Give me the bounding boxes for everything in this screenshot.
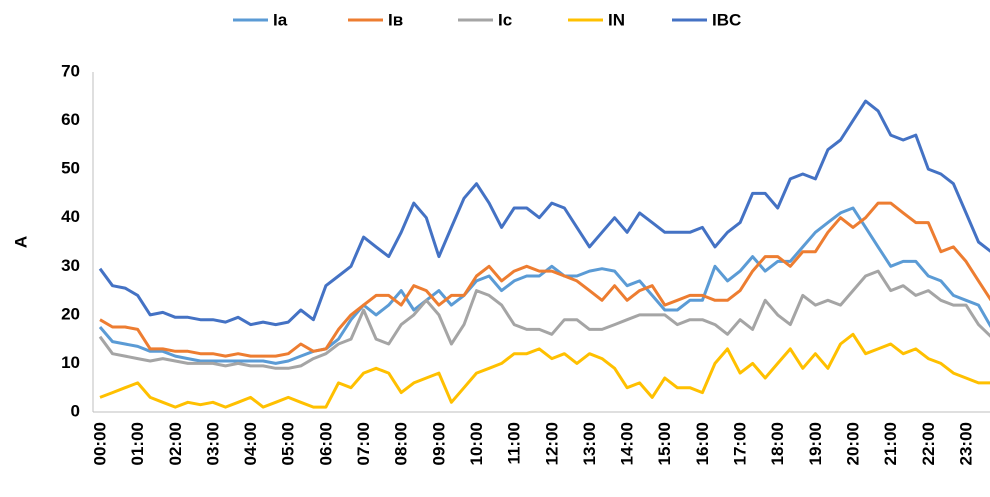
y-tick-label: 30 [61, 256, 80, 275]
x-tick-label: 07:00 [354, 422, 373, 465]
y-tick-label: 20 [61, 304, 80, 323]
y-tick-label: 0 [71, 401, 80, 420]
series-line [98, 99, 990, 327]
x-tick-label: 04:00 [241, 422, 260, 465]
x-tick-label: 16:00 [693, 422, 712, 465]
x-tick-label: 05:00 [279, 422, 298, 465]
x-tick-label: 23:00 [956, 422, 975, 465]
x-tick-label: 10:00 [467, 422, 486, 465]
x-tick-label: 09:00 [429, 422, 448, 465]
x-tick-label: 02:00 [166, 422, 185, 465]
x-tick-label: 14:00 [618, 422, 637, 465]
x-tick-label: 03:00 [203, 422, 222, 465]
y-tick-label: 60 [61, 110, 80, 129]
x-tick-label: 06:00 [316, 422, 335, 465]
x-tick-label: 21:00 [881, 422, 900, 465]
legend-label: IBC [712, 10, 741, 29]
y-tick-label: 70 [61, 61, 80, 80]
legend-label: Iʙ [388, 10, 403, 29]
y-tick-label: 40 [61, 207, 80, 226]
x-tick-label: 22:00 [919, 422, 938, 465]
x-tick-label: 19:00 [806, 422, 825, 465]
x-tick-label: 18:00 [768, 422, 787, 465]
series-line [98, 269, 990, 370]
x-tick-label: 12:00 [542, 422, 561, 465]
legend-label: Ic [498, 10, 512, 29]
series-line [99, 201, 990, 358]
x-tick-label: 15:00 [655, 422, 674, 465]
legend-label: IN [608, 10, 625, 29]
series-line [99, 332, 990, 409]
y-tick-label: 50 [61, 159, 80, 178]
y-axis-label: A [11, 236, 30, 248]
x-tick-label: 20:00 [843, 422, 862, 465]
x-tick-label: 13:00 [580, 422, 599, 465]
x-tick-label: 08:00 [392, 422, 411, 465]
x-tick-label: 00:00 [90, 422, 109, 465]
y-tick-label: 10 [61, 353, 80, 372]
x-tick-label: 17:00 [731, 422, 750, 465]
x-tick-label: 11:00 [505, 422, 524, 465]
x-tick-label: 01:00 [128, 422, 147, 465]
legend-label: Ia [273, 10, 288, 29]
